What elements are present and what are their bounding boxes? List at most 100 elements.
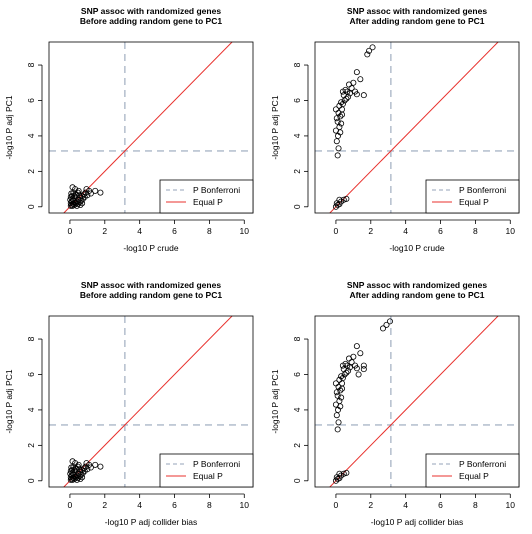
legend: P Bonferroni Equal P — [159, 453, 254, 488]
legend-entry-label: P Bonferroni — [193, 185, 240, 195]
data-point — [92, 187, 99, 194]
data-point — [333, 115, 340, 122]
legend-entry-label: Equal P — [459, 197, 489, 207]
data-point — [80, 195, 87, 202]
data-point — [333, 138, 340, 145]
x-axis-label: -log10 P crude — [389, 243, 444, 253]
y-tick-label: 6 — [26, 98, 36, 103]
y-tick-label: 0 — [26, 478, 36, 483]
data-point — [353, 365, 360, 372]
data-point — [77, 194, 84, 201]
x-tick-label: 8 — [473, 500, 478, 510]
data-point — [343, 195, 350, 202]
x-tick-label: 2 — [368, 226, 373, 236]
y-tick-label: 8 — [292, 336, 302, 341]
data-point — [360, 366, 367, 373]
x-tick-label: 10 — [506, 500, 516, 510]
data-point — [77, 468, 84, 475]
x-tick-label: 8 — [473, 226, 478, 236]
data-point — [70, 463, 77, 470]
data-point — [77, 476, 84, 483]
data-point — [337, 387, 344, 394]
x-tick-label: 4 — [403, 226, 408, 236]
legend: P Bonferroni Equal P — [159, 179, 254, 214]
data-point — [333, 389, 340, 396]
legend-entry-label: P Bonferroni — [193, 459, 240, 469]
data-point — [72, 186, 79, 193]
y-tick-label: 0 — [292, 478, 302, 483]
data-point — [67, 196, 74, 203]
legend-entry-label: Equal P — [193, 197, 223, 207]
x-tick-label: 8 — [207, 226, 212, 236]
chart-subtitle: Before adding random gene to PC1 — [80, 16, 222, 26]
y-tick-label: 4 — [292, 133, 302, 138]
data-point — [70, 189, 77, 196]
x-tick-label: 0 — [68, 226, 73, 236]
data-point — [73, 472, 80, 479]
data-point — [83, 460, 90, 467]
plot-border — [314, 41, 520, 214]
data-point — [97, 463, 104, 470]
y-tick-label: 4 — [26, 407, 36, 412]
data-point — [337, 113, 344, 120]
data-point — [332, 106, 339, 113]
data-point — [338, 120, 345, 127]
data-point — [335, 145, 342, 152]
data-point — [338, 394, 345, 401]
x-tick-label: 10 — [240, 500, 250, 510]
chart-subtitle: Before adding random gene to PC1 — [80, 290, 222, 300]
data-point — [75, 470, 82, 477]
data-point — [353, 91, 360, 98]
legend-box — [425, 453, 520, 488]
data-point — [355, 371, 362, 378]
x-tick-label: 4 — [137, 226, 142, 236]
y-tick-label: 4 — [26, 133, 36, 138]
data-point — [364, 51, 371, 58]
data-point — [338, 99, 345, 106]
legend-box — [159, 179, 254, 214]
data-point — [80, 465, 87, 472]
data-point — [73, 476, 80, 483]
data-point — [79, 474, 86, 481]
data-point — [357, 350, 364, 357]
data-point — [360, 362, 367, 369]
legend: P Bonferroni Equal P — [425, 179, 520, 214]
data-point — [379, 325, 386, 332]
legend: P Bonferroni Equal P — [425, 453, 520, 488]
data-point — [353, 69, 360, 76]
y-tick-label: 6 — [26, 372, 36, 377]
data-point — [340, 470, 347, 477]
data-point — [67, 468, 74, 475]
x-tick-label: 4 — [403, 500, 408, 510]
y-tick-label: 8 — [292, 62, 302, 67]
data-point — [76, 466, 83, 473]
y-axis-label: -log10 P adj PC1 — [4, 369, 14, 433]
plot-area — [315, 42, 519, 213]
plot-area — [49, 42, 253, 213]
y-tick-label: 6 — [292, 372, 302, 377]
plot-border — [48, 41, 254, 214]
data-point — [67, 470, 74, 477]
chart-subtitle: After adding random gene to PC1 — [349, 16, 484, 26]
x-axis-label: -log10 P adj collider bias — [105, 517, 197, 527]
data-point — [75, 461, 82, 468]
plot-border — [48, 315, 254, 488]
legend-box — [425, 179, 520, 214]
data-point — [78, 197, 85, 204]
data-point — [333, 200, 340, 207]
data-point — [339, 375, 346, 382]
y-tick-label: 2 — [292, 443, 302, 448]
data-point — [332, 380, 339, 387]
x-tick-label: 2 — [102, 226, 107, 236]
legend-entry-label: P Bonferroni — [459, 459, 506, 469]
x-axis-label: -log10 P adj collider bias — [371, 517, 463, 527]
data-point — [69, 466, 76, 473]
data-point — [69, 192, 76, 199]
data-point — [80, 191, 87, 198]
data-point — [334, 152, 341, 159]
data-point — [333, 474, 340, 481]
data-point — [344, 88, 351, 95]
plot-border — [314, 315, 520, 488]
